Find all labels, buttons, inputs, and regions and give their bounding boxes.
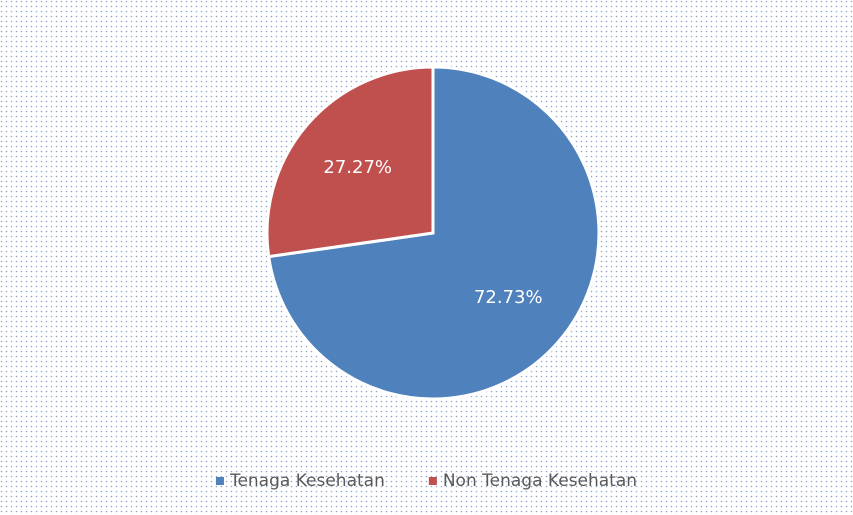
pie-slice xyxy=(265,65,435,259)
legend-label: Non Tenaga Kesehatan xyxy=(443,471,637,491)
legend-swatch xyxy=(215,477,224,485)
legend-label: Tenaga Kesehatan xyxy=(229,471,385,491)
data-label: 27.27% xyxy=(323,157,392,178)
legend-swatch xyxy=(428,477,437,485)
data-label: 72.73% xyxy=(474,287,543,308)
